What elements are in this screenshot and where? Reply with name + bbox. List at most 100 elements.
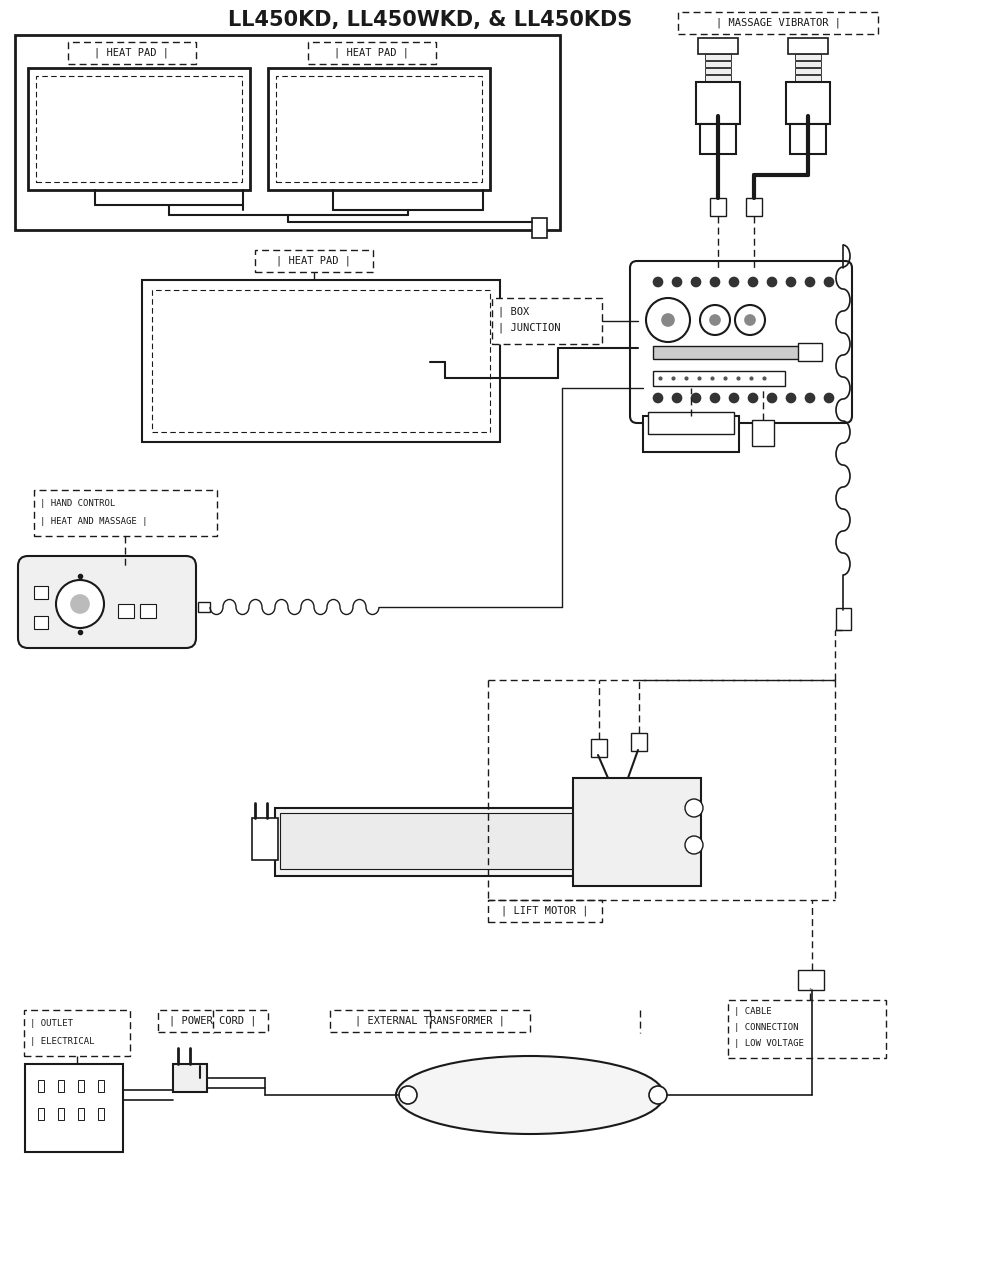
- Bar: [705, 61, 731, 67]
- Circle shape: [806, 394, 814, 403]
- Bar: [68, 42, 196, 65]
- Text: | OUTLET: | OUTLET: [30, 1020, 73, 1029]
- Bar: [140, 604, 156, 618]
- Text: | MASSAGE VIBRATOR |: | MASSAGE VIBRATOR |: [716, 18, 840, 28]
- Text: | EXTERNAL TRANSFORMER |: | EXTERNAL TRANSFORMER |: [355, 1016, 505, 1026]
- Circle shape: [710, 394, 720, 403]
- Circle shape: [748, 394, 758, 403]
- Bar: [653, 371, 785, 386]
- Bar: [532, 218, 547, 238]
- Bar: [98, 1079, 104, 1092]
- Bar: [78, 1079, 84, 1092]
- Bar: [728, 1000, 886, 1058]
- Bar: [678, 11, 878, 34]
- Bar: [836, 608, 851, 630]
- Bar: [152, 290, 490, 432]
- Bar: [752, 419, 774, 446]
- Circle shape: [646, 298, 690, 342]
- Circle shape: [700, 305, 730, 334]
- Bar: [705, 54, 731, 60]
- Bar: [788, 38, 828, 54]
- Bar: [330, 1010, 530, 1033]
- Circle shape: [654, 394, 662, 403]
- Bar: [705, 75, 731, 81]
- Bar: [34, 490, 217, 536]
- Bar: [746, 198, 762, 215]
- Circle shape: [692, 277, 700, 286]
- Bar: [700, 124, 736, 155]
- Circle shape: [649, 1086, 667, 1104]
- Circle shape: [730, 394, 738, 403]
- Bar: [648, 412, 734, 435]
- Bar: [58, 1079, 64, 1092]
- Bar: [24, 1010, 130, 1055]
- Circle shape: [710, 277, 720, 286]
- Bar: [158, 1010, 268, 1033]
- Bar: [492, 298, 602, 345]
- Text: | CABLE: | CABLE: [734, 1007, 772, 1016]
- Bar: [573, 778, 701, 886]
- Text: | HEAT PAD |: | HEAT PAD |: [334, 48, 410, 58]
- Bar: [28, 68, 250, 190]
- Circle shape: [672, 394, 682, 403]
- Text: | CONNECTION: | CONNECTION: [734, 1024, 798, 1033]
- Bar: [705, 68, 731, 73]
- Bar: [710, 198, 726, 215]
- Bar: [15, 35, 560, 231]
- Bar: [698, 38, 738, 54]
- Bar: [34, 616, 48, 628]
- Bar: [795, 75, 821, 81]
- Circle shape: [735, 305, 765, 334]
- Bar: [118, 604, 134, 618]
- Text: | HEAT AND MASSAGE |: | HEAT AND MASSAGE |: [40, 517, 148, 527]
- Circle shape: [399, 1086, 417, 1104]
- Bar: [653, 346, 808, 359]
- Circle shape: [71, 595, 89, 613]
- Bar: [790, 124, 826, 155]
- Bar: [591, 739, 607, 756]
- Text: | HAND CONTROL: | HAND CONTROL: [40, 499, 115, 508]
- Bar: [276, 76, 482, 182]
- Bar: [696, 82, 740, 124]
- Bar: [78, 1109, 84, 1120]
- Ellipse shape: [396, 1055, 664, 1134]
- Circle shape: [730, 277, 738, 286]
- Bar: [98, 1109, 104, 1120]
- Bar: [36, 76, 242, 182]
- Bar: [798, 343, 822, 361]
- Text: | POWER CORD |: | POWER CORD |: [169, 1016, 257, 1026]
- Bar: [34, 587, 48, 599]
- Text: LL450KD, LL450WKD, & LL450KDS: LL450KD, LL450WKD, & LL450KDS: [228, 10, 632, 30]
- FancyBboxPatch shape: [18, 556, 196, 647]
- Circle shape: [685, 799, 703, 817]
- Bar: [38, 1109, 44, 1120]
- Circle shape: [748, 277, 758, 286]
- FancyBboxPatch shape: [630, 261, 852, 423]
- Circle shape: [824, 394, 834, 403]
- Bar: [795, 61, 821, 67]
- Circle shape: [692, 394, 700, 403]
- Circle shape: [672, 277, 682, 286]
- Circle shape: [685, 836, 703, 854]
- Circle shape: [786, 277, 796, 286]
- Bar: [786, 82, 830, 124]
- Circle shape: [745, 315, 755, 326]
- Circle shape: [662, 314, 674, 326]
- Circle shape: [654, 277, 662, 286]
- Bar: [25, 1064, 123, 1152]
- Bar: [142, 280, 500, 442]
- Bar: [38, 1079, 44, 1092]
- Circle shape: [768, 277, 776, 286]
- Circle shape: [806, 277, 814, 286]
- Bar: [255, 250, 373, 272]
- Bar: [631, 734, 647, 751]
- Circle shape: [710, 315, 720, 326]
- Bar: [798, 971, 824, 990]
- Circle shape: [56, 580, 104, 628]
- Bar: [58, 1109, 64, 1120]
- Bar: [252, 818, 278, 860]
- Bar: [795, 68, 821, 73]
- Circle shape: [786, 394, 796, 403]
- Bar: [280, 813, 675, 869]
- Text: | LOW VOLTAGE: | LOW VOLTAGE: [734, 1039, 804, 1049]
